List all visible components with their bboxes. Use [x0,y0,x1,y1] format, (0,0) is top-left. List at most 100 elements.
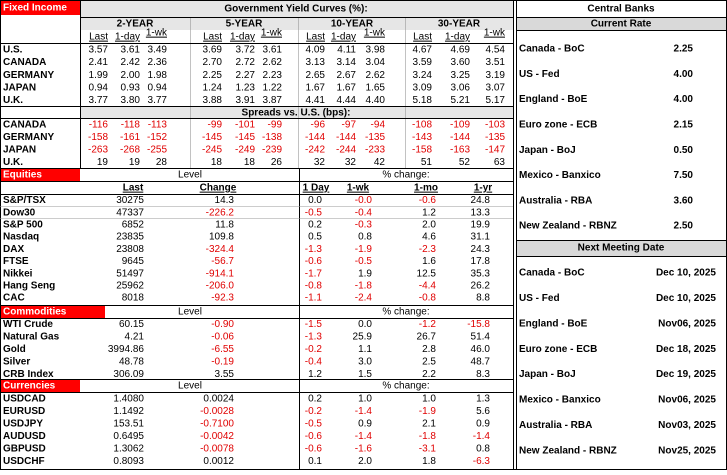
cell-value: 18 [211,157,223,168]
cell-value: -4.4 [419,281,437,292]
cell-value: 1.65 [366,82,386,93]
meeting-date: Nov06, 2025 [658,318,716,329]
cell-value: 3.07 [486,82,506,93]
cell-value: -0.0028 [200,406,234,417]
cell-value: 0.9 [358,419,372,430]
cell-value: 5.18 [413,95,433,106]
cell-value: 6852 [122,220,145,231]
cell-value: 2.65 [306,70,326,81]
cell-value: 30275 [116,195,144,206]
panel-header: Next Meeting Date [578,243,665,254]
cell-value: -108 [412,120,432,131]
panel-title: Central Banks [587,4,655,15]
cell-value: 2.72 [236,57,256,68]
cell-value: -2.4 [355,293,373,304]
column-header: Last [306,32,325,43]
cell-value: 47337 [116,207,144,218]
cell-value: 0.8093 [113,456,144,467]
cell-value: 3.69 [203,45,223,56]
cell-value: 5.6 [476,406,490,417]
cell-value: 3.72 [236,45,256,56]
bank-name: Australia - RBA [519,420,592,431]
cell-value: 3.88 [203,95,223,106]
cell-value: -0.90 [211,319,234,330]
column-header: 1-wk [484,28,506,39]
cell-value: -0.0 [355,195,373,206]
cell-value: -99 [268,120,283,131]
cell-value: -0.2 [305,406,323,417]
cell-value: 3.09 [413,82,433,93]
cell-value: 3.80 [121,95,141,106]
cell-value: -1.9 [419,406,437,417]
cell-value: 306.09 [113,369,144,380]
group-header: % change: [382,307,429,318]
row-label: CANADA [3,57,46,68]
row-label: WTI Crude [3,319,53,330]
cell-value: -103 [485,120,505,131]
section-bar [0,0,80,15]
group-header: Level [178,170,202,181]
cell-value: -0.7100 [200,419,234,430]
cell-value: 3994.86 [108,344,145,355]
rate-value: 2.25 [674,44,694,55]
section-bar [0,380,80,392]
cell-value: -158 [88,132,108,143]
group-header: % change: [382,170,429,181]
cell-value: 60.15 [119,319,144,330]
row-label: Hang Seng [3,281,55,292]
cell-value: 1.24 [203,82,223,93]
row-label: FTSE [3,256,29,267]
cell-value: 1.4080 [113,394,144,405]
cell-value: 26.2 [471,281,491,292]
cell-value: -96 [311,120,326,131]
cell-value: -0.6 [419,195,437,206]
rate-value: 4.00 [674,69,694,80]
group-header: Level [178,307,202,318]
cell-value: -1.8 [419,431,437,442]
cell-value: 1.2 [308,369,322,380]
column-header: 1-wk [146,28,168,39]
rate-value: 2.15 [674,120,694,131]
cell-value: -99 [208,120,223,131]
column-header: 1-wk [364,28,386,39]
section-bar [0,169,80,181]
cell-value: -1.3 [305,244,323,255]
cell-value: -1.7 [305,268,323,279]
cell-value: 4.6 [422,232,436,243]
cell-value: 0.2 [308,394,322,405]
row-label: USDCHF [3,456,45,467]
column-header: Last [89,32,108,43]
cell-value: 3.04 [366,57,386,68]
cell-value: 0.9 [476,419,490,430]
cell-value: -263 [88,145,108,156]
cell-value: -0.6 [305,256,323,267]
cell-value: 4.40 [366,95,386,106]
cell-value: 14.3 [215,195,235,206]
cell-value: 46.0 [471,344,491,355]
cell-value: 3.55 [215,369,235,380]
bank-name: US - Fed [519,69,560,80]
group-header: % change: [382,381,429,392]
cell-value: -97 [342,120,357,131]
cell-value: 0.8 [476,444,490,455]
row-label: DAX [3,244,24,255]
cell-value: -101 [235,120,255,131]
cell-value: 2.25 [203,70,223,81]
cell-value: 51497 [116,268,144,279]
cell-value: 3.51 [486,57,506,68]
column-header: 1-day [230,32,255,43]
cell-value: -245 [202,145,222,156]
cell-value: -143 [412,132,432,143]
cell-value: -1.2 [419,319,437,330]
bank-name: Australia - RBA [519,195,592,206]
cell-value: -147 [485,145,505,156]
meeting-date: Dec 10, 2025 [656,268,716,279]
cell-value: -1.6 [355,444,373,455]
cell-value: 9645 [122,256,145,267]
column-header: Last [203,32,222,43]
cell-value: 2.41 [89,57,109,68]
cell-value: 51.4 [471,332,491,343]
row-label: Nasdaq [3,232,39,243]
cell-value: 1.98 [148,70,168,81]
column-header: 1-wk [347,183,370,194]
